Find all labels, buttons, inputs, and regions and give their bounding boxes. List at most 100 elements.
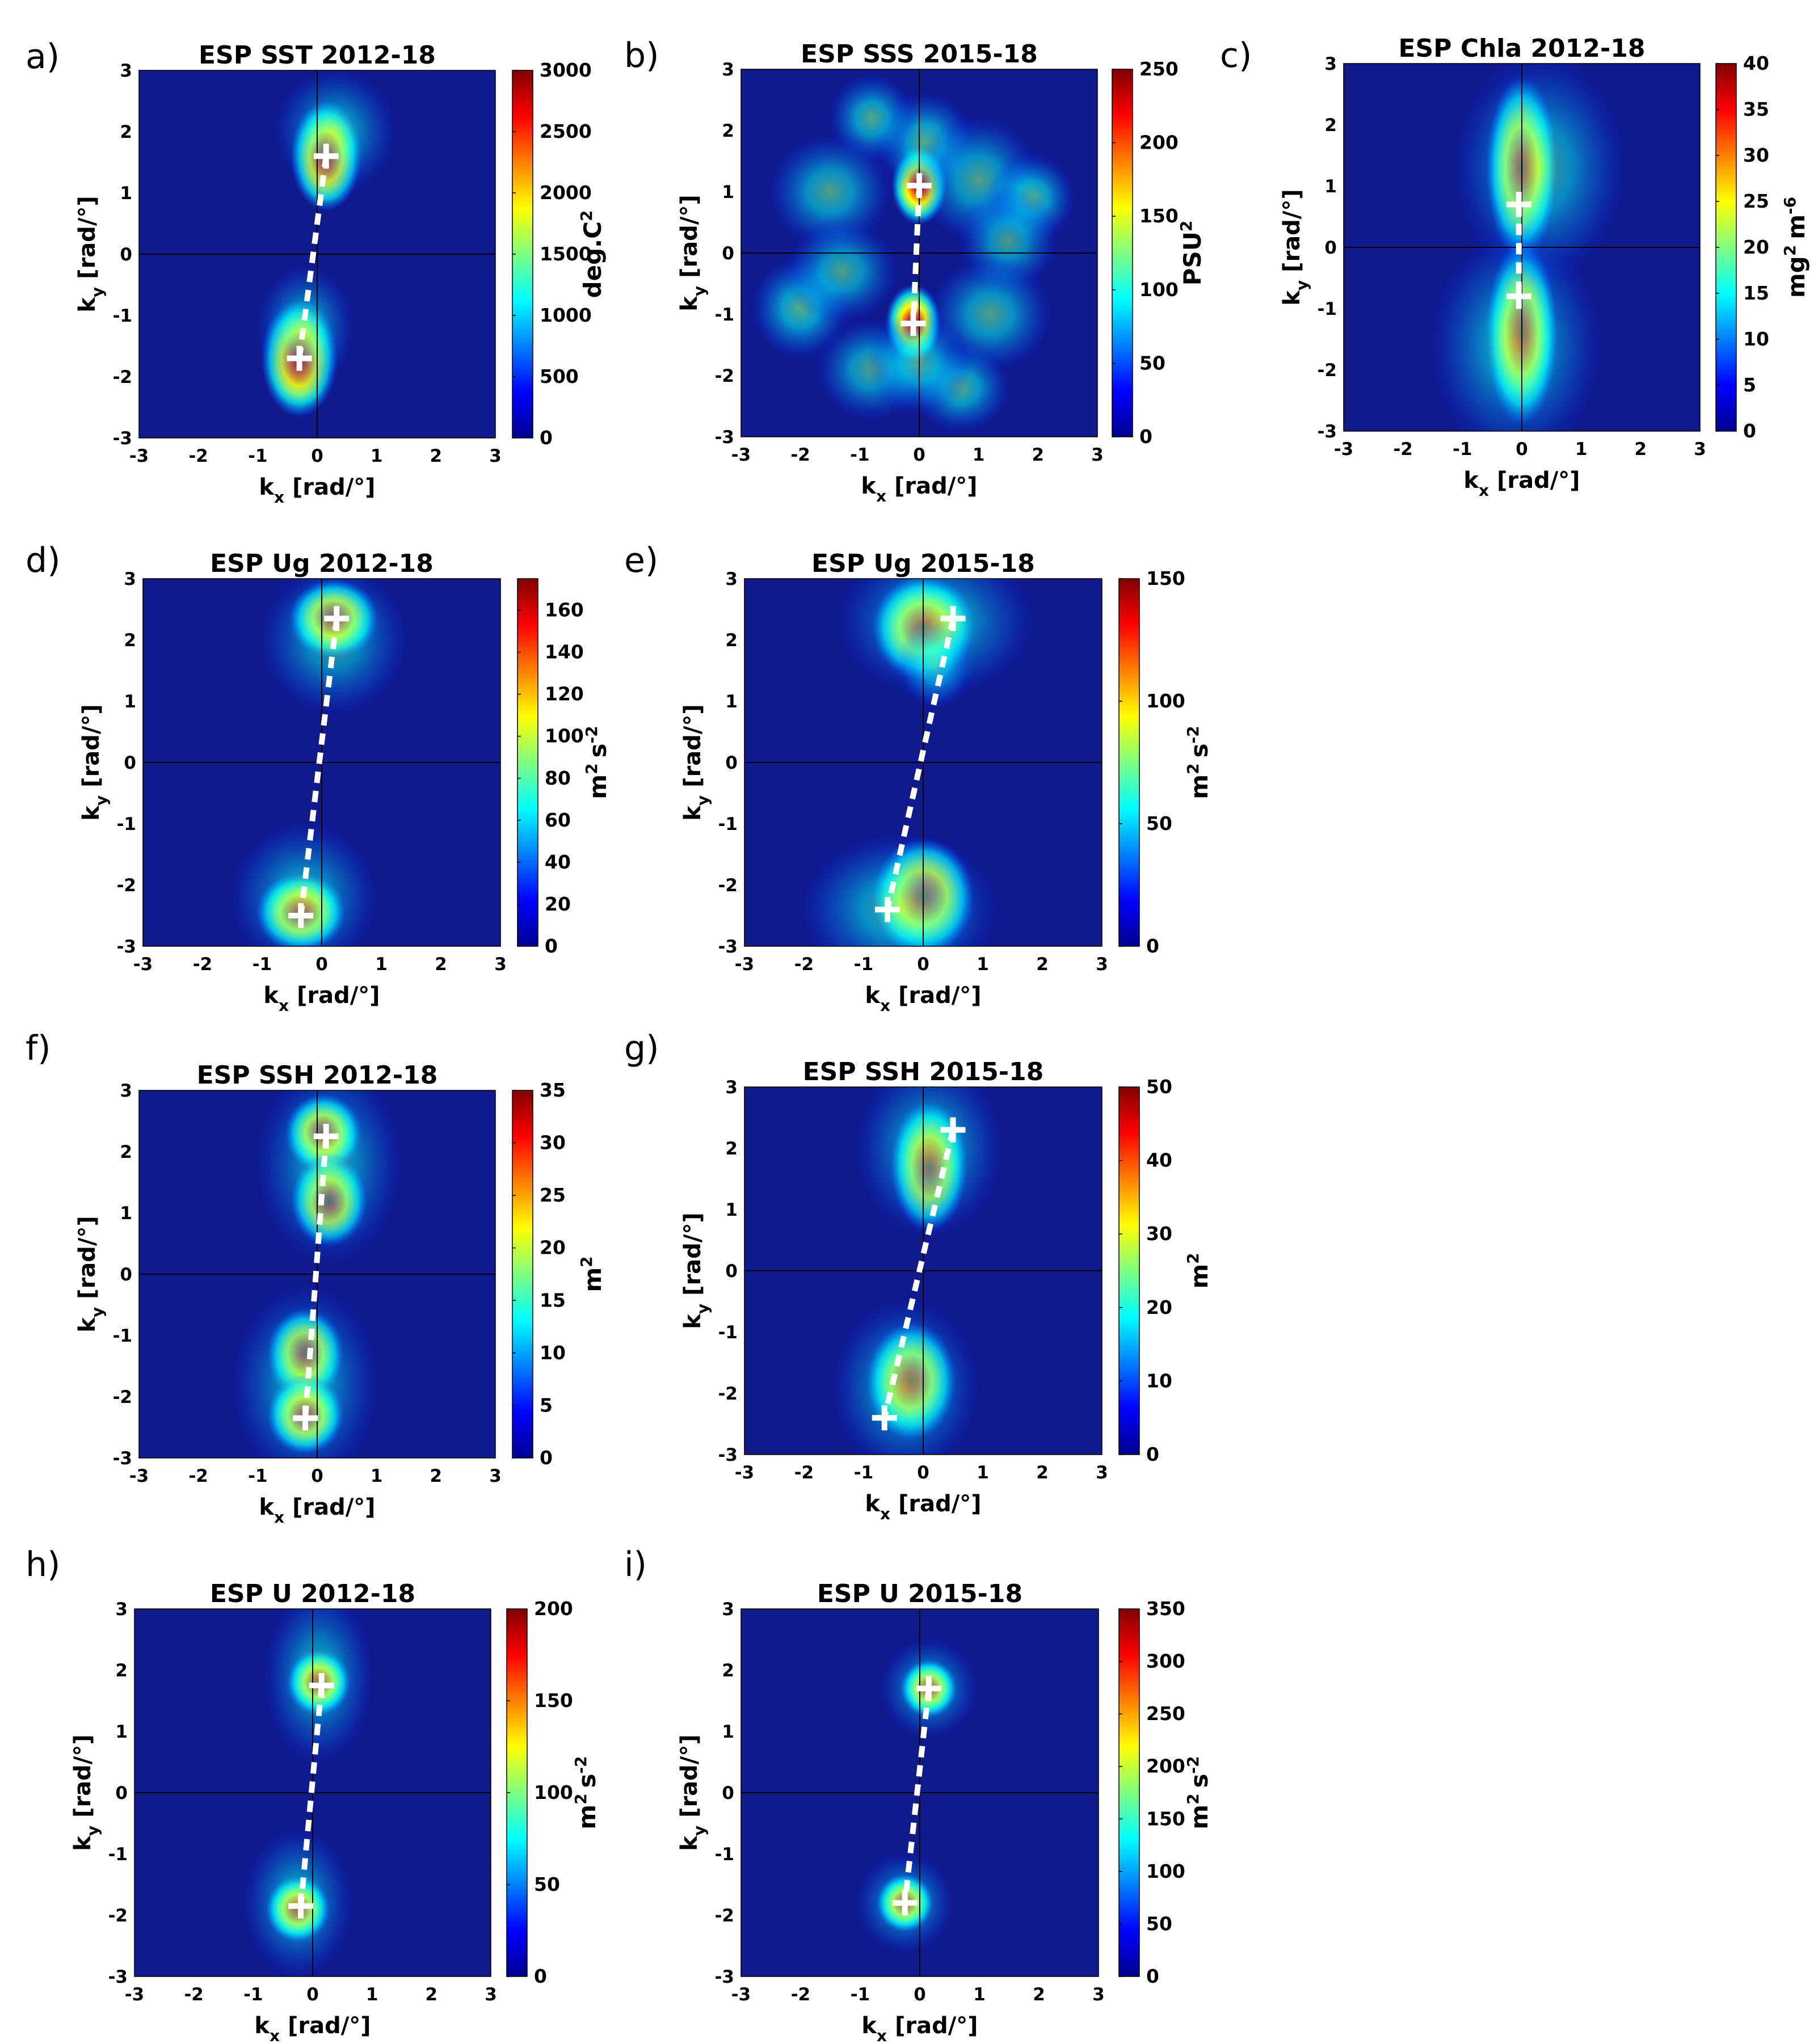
y-tick-label: 3 <box>725 569 738 589</box>
x-tick-label: -3 <box>735 1463 754 1483</box>
panel-title: ESP SSH 2015-18 <box>803 1057 1044 1086</box>
panel-i: i) ESP U 2015-18 -3 -2 -1 0 1 2 3 3 2 1 0 -1 -2 -3 kx [ra… <box>624 1545 1213 2044</box>
plot-frame <box>744 1086 1102 1455</box>
y-tick-label: -3 <box>715 1967 734 1987</box>
x-tick-label: 1 <box>366 1984 378 2005</box>
peak-marker <box>892 1890 918 1916</box>
y-tick-label: 1 <box>725 1200 738 1220</box>
y-tick-label: -1 <box>718 1322 738 1343</box>
dashed-path <box>885 618 956 911</box>
x-tick-label: -1 <box>248 446 267 466</box>
x-tick-label: 2 <box>1032 445 1045 465</box>
spectral-peak <box>826 1292 984 1455</box>
colorbar-tick-label: 0 <box>545 935 558 957</box>
heatmap <box>826 1087 1008 1455</box>
x-tick-label: 0 <box>913 445 925 465</box>
spectral-peak <box>250 1090 408 1272</box>
spectral-peak <box>239 1822 357 1976</box>
peak-marker <box>288 903 314 928</box>
colorbar-tick-label: 120 <box>545 683 584 705</box>
colorbar-tick-label: 15 <box>540 1289 566 1311</box>
y-tick-label: -3 <box>718 937 738 957</box>
peak-marker <box>287 345 312 371</box>
y-tick-label: 3 <box>120 1081 132 1101</box>
colorbar-tick-label: 10 <box>1743 328 1769 350</box>
plot-frame <box>744 578 1102 947</box>
y-tick-label: -3 <box>113 1448 132 1469</box>
y-axis-label: ky[rad/°] <box>70 1734 102 1851</box>
colorbar-tick-label: 40 <box>545 851 571 873</box>
x-tick-label: -3 <box>129 446 149 466</box>
y-tick-label: 2 <box>120 122 132 142</box>
spectral-peak <box>225 816 383 946</box>
y-tick-label: 3 <box>725 1077 738 1098</box>
y-tick-label: -1 <box>108 1844 128 1865</box>
y-tick-label: -3 <box>113 428 132 449</box>
colorbar-tick-label: 0 <box>540 427 553 449</box>
y-tick-label: -2 <box>117 875 136 896</box>
colorbar-tick-label: 50 <box>1146 1076 1172 1098</box>
y-axis-label: ky[rad/°] <box>676 1734 709 1851</box>
colorbar-tick-label: 100 <box>1146 1860 1185 1882</box>
colorbar-unit-label: m2s-2 <box>571 1756 601 1829</box>
panel-title: ESP Ug 2012-18 <box>210 549 434 578</box>
colorbar-tick-label: 10 <box>1146 1369 1172 1392</box>
x-axis-label: kx [rad/°] <box>263 983 380 1015</box>
y-tick-label: -1 <box>715 1844 734 1865</box>
x-tick-label: 0 <box>917 1463 929 1483</box>
colorbar-tick-label: 2000 <box>540 182 592 204</box>
dashed-path <box>296 155 329 359</box>
colorbar-unit-label: m2s-2 <box>582 726 612 799</box>
x-tick-label: 1 <box>375 954 388 975</box>
x-tick-label: 0 <box>917 954 929 975</box>
x-tick-label: -1 <box>253 954 272 975</box>
colorbar-tick-label: 0 <box>1139 425 1152 448</box>
y-tick-label: -1 <box>718 814 738 835</box>
peak-marker <box>324 606 350 631</box>
panel-c: c) ESP Chla 2012-18-3 -2 -1 0 1 2 33210-1-2-3kx… <box>1220 34 1810 500</box>
x-tick-label: 0 <box>914 1984 926 2005</box>
colorbar-tick-label: 10 <box>540 1342 566 1364</box>
x-tick-label: 3 <box>485 1984 497 2005</box>
y-tick-label: 0 <box>115 1783 128 1803</box>
x-tick-label: 3 <box>1694 439 1706 460</box>
x-tick-label: 2 <box>430 446 443 466</box>
panel-label: e) <box>624 541 658 580</box>
x-tick-label: 1 <box>973 1984 986 2005</box>
colorbar-unit-label: PSU2 <box>1177 221 1206 286</box>
y-tick-label: 2 <box>725 630 738 651</box>
x-tick-label: 3 <box>1096 1463 1108 1483</box>
spectral-peak <box>259 1609 378 1771</box>
colorbar-tick-label: 350 <box>1146 1598 1185 1620</box>
y-axis-label: ky[rad/°] <box>680 1212 712 1329</box>
x-tick-label: 2 <box>426 1984 438 2005</box>
colorbar-tick-label: 1000 <box>540 304 592 326</box>
panel-d: d) ESP Ug 2012-18 -3 -2 -1 0 1 2 3 3 2 1 0 -1 -2 -3 kx [r… <box>26 541 612 1015</box>
x-axis-label: kx [rad/°] <box>254 2013 371 2044</box>
y-tick-label: -3 <box>117 937 136 957</box>
peak-marker <box>916 1676 941 1701</box>
colorbar-tick-label: 30 <box>540 1132 566 1154</box>
plot-frame <box>1343 63 1701 432</box>
peak-marker <box>875 897 900 922</box>
colorbar <box>1118 1608 1140 1977</box>
peak-marker <box>309 1673 334 1698</box>
spectral-peak <box>830 579 1040 703</box>
panel-label: i) <box>624 1545 647 1584</box>
colorbar-unit-label: m2 <box>577 1256 607 1292</box>
colorbar-tick-label: 50 <box>1146 812 1172 835</box>
panel-title: ESP SST 2012-18 <box>199 41 436 70</box>
colorbar <box>1118 1086 1140 1455</box>
colorbar-tick-label: 150 <box>1146 567 1185 589</box>
plot-frame <box>740 69 1098 437</box>
y-tick-label: 3 <box>722 60 734 80</box>
x-tick-label: -2 <box>794 954 814 975</box>
dashed-path <box>298 1685 325 1907</box>
y-tick-label: 0 <box>725 1261 738 1282</box>
dashed-path <box>881 1129 956 1419</box>
colorbar-tick-label: 20 <box>545 893 571 915</box>
colorbar-tick-label: 150 <box>1146 1807 1185 1830</box>
panel-title: ESP U 2015-18 <box>817 1579 1022 1608</box>
x-tick-label: -1 <box>850 445 869 465</box>
